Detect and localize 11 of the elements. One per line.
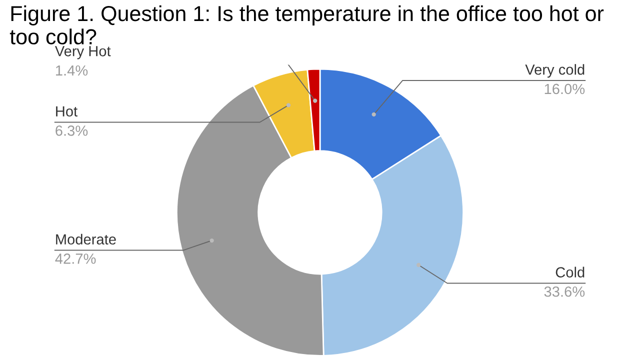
- data-label: 6.3%: [56, 126, 88, 136]
- slice-label: Moderate: [56, 234, 116, 245]
- data-label: 42.7%: [55, 254, 96, 264]
- data-label: 1.4%: [56, 65, 88, 76]
- slice-label: Cold: [556, 266, 584, 278]
- data-label: 33.6%: [544, 286, 585, 297]
- slice-label: Very Hot: [54, 46, 111, 60]
- data-label: 16.0%: [544, 84, 585, 94]
- chart-title: Figure 1. Question 1: Is the temperature in the office too hot or too cold?: [10, 5, 604, 44]
- slice-label: Very cold: [525, 64, 584, 78]
- slice-label: Hot: [56, 106, 78, 117]
